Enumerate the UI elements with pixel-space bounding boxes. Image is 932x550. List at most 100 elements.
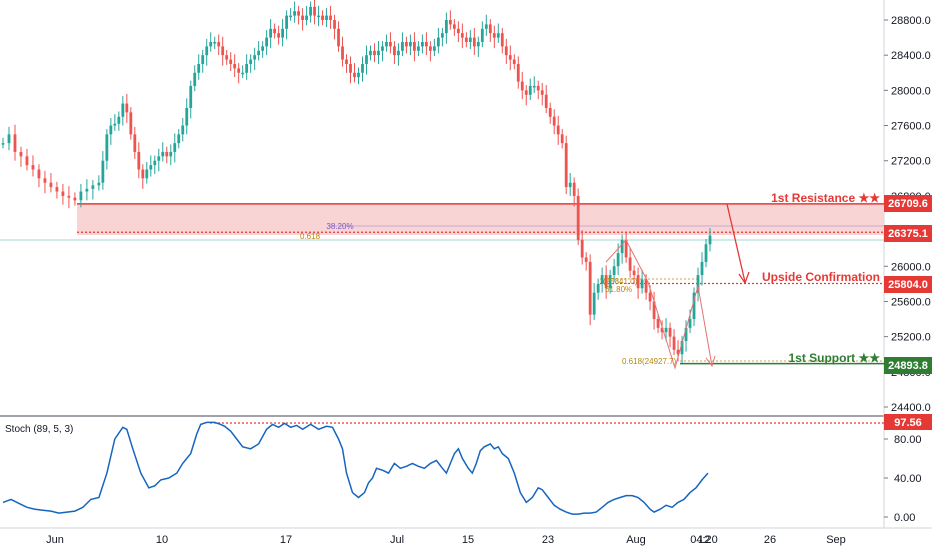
- candle-body: [428, 46, 432, 51]
- pattern-projection: [697, 285, 713, 367]
- candle-body: [708, 235, 712, 245]
- candle-body: [313, 6, 316, 16]
- candle-body: [273, 28, 277, 34]
- candle-body: [644, 279, 648, 293]
- candle-body: [361, 63, 364, 73]
- candle-body: [73, 197, 77, 201]
- resistance-label: 1st Resistance ★★: [771, 191, 880, 205]
- candle-body: [389, 41, 392, 47]
- confirmation-price-tag: 25804.0: [884, 276, 932, 293]
- projection-arrows: [605, 203, 750, 370]
- candle-body: [91, 185, 95, 189]
- time-axis-label: 10: [156, 534, 168, 546]
- candle-body: [117, 116, 121, 124]
- candle-body: [700, 261, 704, 276]
- time-axis-label: 04:20: [690, 534, 718, 546]
- candle-body: [325, 15, 328, 20]
- candle-body: [405, 41, 408, 47]
- candle-body: [349, 63, 352, 73]
- candle-body: [357, 72, 360, 78]
- candle-body: [444, 20, 448, 34]
- candle-body: [289, 15, 292, 18]
- candle-body: [684, 327, 688, 342]
- svg-text:25804.0: 25804.0: [888, 279, 928, 291]
- candle-body: [209, 41, 213, 47]
- candle-body: [173, 143, 177, 152]
- candle-body: [145, 169, 149, 179]
- price-axis-label: 25600.0: [891, 296, 931, 308]
- level-lines: [0, 203, 884, 424]
- candle-body: [205, 46, 209, 56]
- candle-body: [664, 327, 668, 333]
- candle-body: [285, 15, 288, 29]
- candle-body: [536, 85, 540, 91]
- price-axis-label: 28400.0: [891, 50, 931, 62]
- candle-body: [668, 327, 672, 337]
- candle-body: [440, 33, 444, 38]
- fib-382-label: 38.20%: [326, 222, 353, 231]
- resistance-price-tag: 26709.6: [884, 195, 932, 212]
- candle-body: [317, 15, 320, 18]
- candle-body: [397, 50, 400, 56]
- current-price-tag: 26375.1: [884, 225, 932, 242]
- time-axis-label: 26: [764, 534, 776, 546]
- candle-body: [225, 55, 229, 60]
- candle-body: [612, 266, 616, 276]
- candle-body: [604, 275, 608, 289]
- candle-body: [592, 292, 596, 315]
- candle-body: [333, 20, 336, 29]
- candle-body: [101, 160, 105, 183]
- candle-body: [456, 28, 460, 34]
- candle-body: [448, 20, 452, 25]
- candle-body: [365, 55, 368, 64]
- candle-body: [121, 103, 125, 117]
- candle-body: [460, 33, 464, 38]
- candle-body: [217, 41, 221, 47]
- candle-body: [153, 160, 157, 166]
- candle-body: [67, 195, 71, 198]
- candle-body: [1, 143, 5, 145]
- down-arrow-head: [738, 271, 750, 285]
- candle-body: [261, 46, 265, 51]
- candle-body: [149, 165, 153, 170]
- candle-body: [189, 85, 193, 108]
- candle-body: [105, 134, 109, 161]
- candle-body: [520, 81, 524, 91]
- candle-body: [55, 187, 59, 192]
- candle-body: [704, 244, 708, 262]
- stoch-level-tag: 97.56: [884, 414, 932, 430]
- candle-body: [133, 134, 137, 152]
- candle-body: [97, 182, 101, 186]
- fib-mid-value: (25841.0): [603, 277, 638, 286]
- stoch-axis-label: 80.00: [894, 434, 922, 446]
- candle-body: [480, 28, 484, 42]
- fib-mid-pct: 61.80%: [605, 285, 632, 294]
- candle-body: [512, 59, 516, 64]
- candle-body: [596, 283, 600, 293]
- candle-body: [161, 151, 165, 157]
- candle-body: [409, 41, 412, 47]
- candle-body: [177, 134, 181, 144]
- candle-body: [413, 41, 416, 51]
- candle-body: [281, 28, 285, 38]
- candle-body: [568, 182, 572, 188]
- confirmation-label: Upside Confirmation: [762, 270, 880, 284]
- stoch-axis-label: 0.00: [894, 512, 915, 524]
- candle-body: [648, 292, 652, 302]
- axes: 28800.028400.028000.027600.027200.026800…: [46, 15, 931, 546]
- price-axis-label: 25200.0: [891, 332, 931, 344]
- stoch-line: [2, 421, 709, 515]
- candle-body: [544, 94, 548, 108]
- candle-body: [652, 301, 656, 320]
- candle-body: [516, 63, 520, 82]
- candle-body: [193, 72, 197, 86]
- candle-body: [269, 28, 273, 38]
- fib-support-label: 0.618(24927.7): [622, 357, 677, 366]
- price-axis-label: 28800.0: [891, 15, 931, 27]
- stoch-label: Stoch (89, 5, 3): [5, 424, 73, 435]
- support-label: 1st Support ★★: [788, 351, 880, 365]
- candle-body: [676, 349, 680, 355]
- time-axis-label: 17: [280, 534, 292, 546]
- candle-body: [301, 15, 304, 20]
- candle-body: [672, 336, 676, 350]
